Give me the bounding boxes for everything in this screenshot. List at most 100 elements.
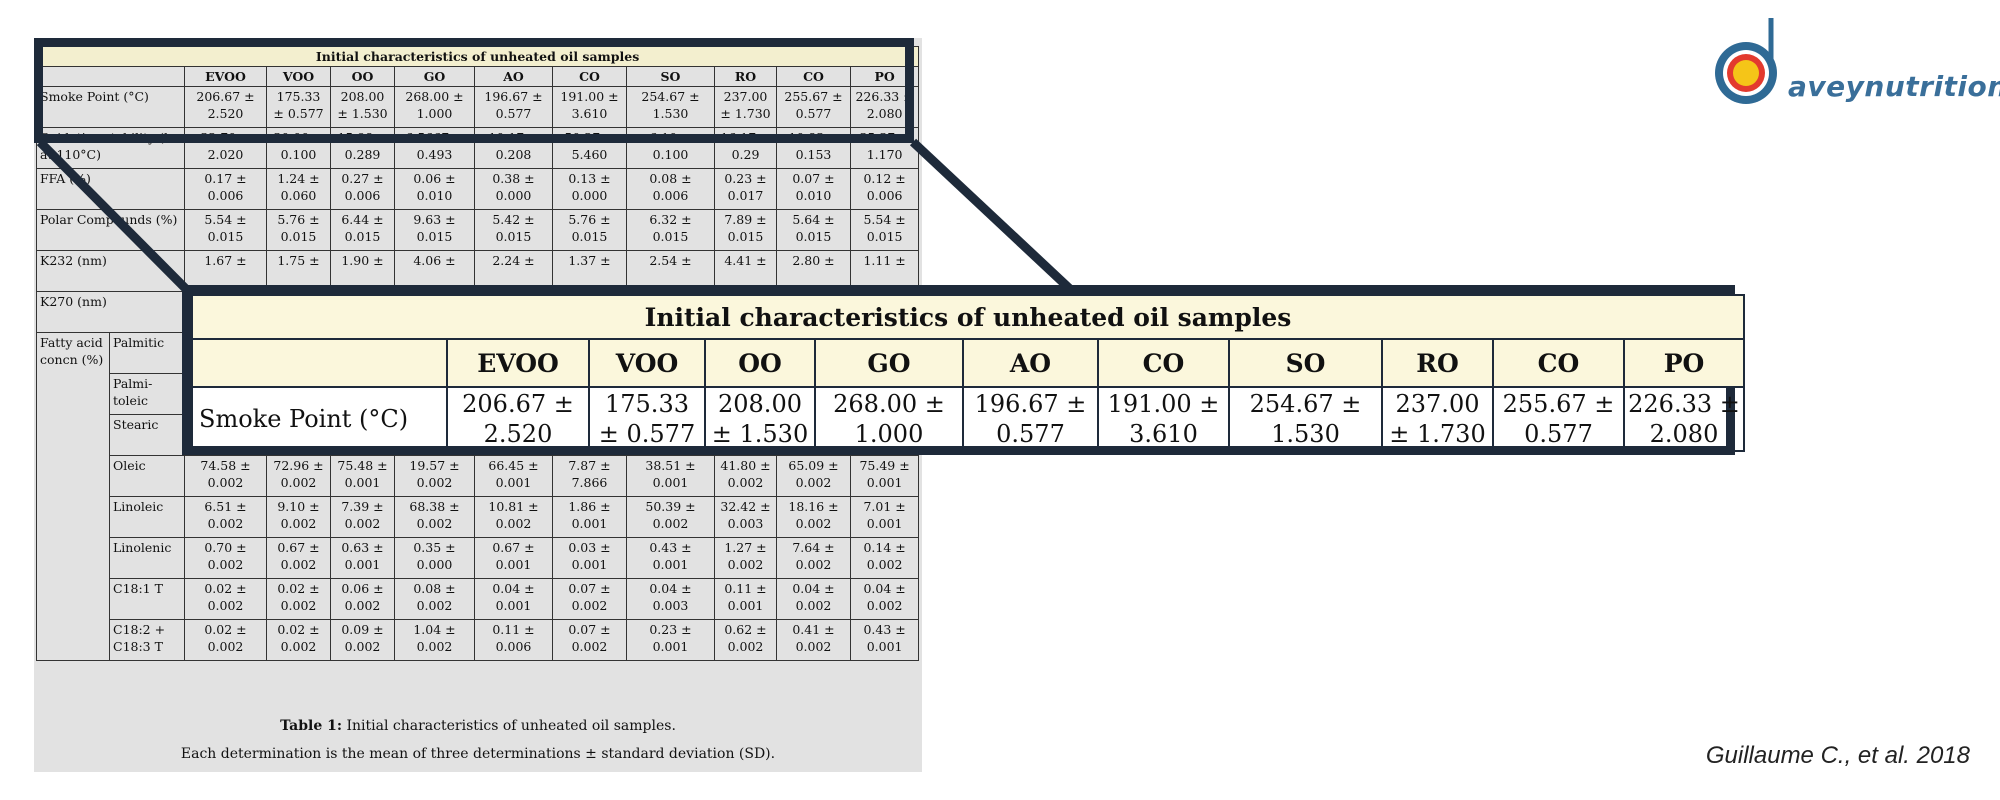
zoom-column-header: VOO [588, 338, 706, 388]
table-cell: 0.02 ± 0.002 [266, 578, 331, 620]
table-row: Linolenic 0.70 ± 0.002 0.67 ± 0.002 0.63 ± … [37, 537, 920, 579]
row-label: Stearic [109, 414, 185, 456]
table-cell: 41.80 ± 0.002 [714, 455, 777, 497]
zoom-column-header: CO [1492, 338, 1625, 388]
zoom-title: Initial characteristics of unheated oil … [191, 294, 1745, 340]
daveynutrition-logo [1715, 18, 1777, 104]
table-cell: 7.87 ± 7.866 [552, 455, 627, 497]
row-label: Polar Compounds (%) [36, 209, 185, 251]
table-cell: 6.32 ± 0.015 [626, 209, 715, 251]
table-cell: 0.43 ± 0.001 [849, 619, 920, 661]
table-cell: 196.67 ± 0.577 [474, 86, 553, 128]
table-cell: 72.96 ± 0.002 [266, 455, 331, 497]
header-blank [36, 66, 185, 87]
table-row: Oleic 74.58 ± 0.002 72.96 ± 0.002 75.48 ± 0… [37, 455, 920, 497]
table-cell: 7.01 ± 0.001 [849, 496, 920, 538]
table-cell: 0.41 ± 0.002 [776, 619, 851, 661]
table-header-row: EVOO VOO OO GO AO CO SO RO CO PO [36, 66, 920, 87]
table-cell: 0.14 ± 0.002 [849, 537, 920, 579]
table-cell: 5.64 ± 0.015 [776, 209, 851, 251]
row-label: Smoke Point (°C) [36, 86, 185, 128]
fatty-acid-group-label: Fatty acid concn (%) [36, 332, 110, 661]
table-cell: 5.76 ± 0.015 [552, 209, 627, 251]
zoom-column-header: CO [1097, 338, 1230, 388]
table-cell: 6.51 ± 0.002 [184, 496, 267, 538]
row-label: Palmitic [109, 332, 185, 374]
zoom-cell: 191.00 ± 3.610 [1097, 386, 1230, 452]
logo-wordmark: aveynutrition [1788, 70, 2000, 103]
row-label: Linoleic [109, 496, 185, 538]
table-cell: 5.54 ± 0.015 [849, 209, 920, 251]
table-cell: 1.24 ± 0.060 [266, 168, 331, 210]
zoom-cell: 226.33 ± 2.080 [1623, 386, 1745, 452]
row-label: K232 (nm) [36, 250, 185, 292]
table-cell: 1.27 ± 0.002 [714, 537, 777, 579]
table-cell: 0.07 ± 0.010 [776, 168, 851, 210]
table-cell: 75.48 ± 0.001 [330, 455, 395, 497]
table-cell: 5.42 ± 0.015 [474, 209, 553, 251]
table-cell: 66.45 ± 0.001 [474, 455, 553, 497]
table-cell: 191.00 ± 3.610 [552, 86, 627, 128]
table-cell: 0.07 ± 0.002 [552, 619, 627, 661]
table-cell: 0.07 ± 0.002 [552, 578, 627, 620]
table-cell: 226.33 ± 2.080 [849, 86, 920, 128]
zoomed-table-excerpt: Initial characteristics of unheated oil … [182, 285, 1745, 455]
table-cell: 7.64 ± 0.002 [776, 537, 851, 579]
table-cell: 0.11 ± 0.006 [474, 619, 553, 661]
column-header: AO [474, 66, 553, 87]
table-cell: 5.76 ± 0.015 [266, 209, 331, 251]
table-cell: 0.43 ± 0.001 [626, 537, 715, 579]
zoom-column-header: EVOO [446, 338, 590, 388]
table-cell: 254.67 ± 1.530 [626, 86, 715, 128]
table-cell: 0.04 ± 0.002 [776, 578, 851, 620]
zoom-cell: 175.33 ± 0.577 [588, 386, 706, 452]
column-header: PO [849, 66, 920, 87]
table-cell: 0.04 ± 0.003 [626, 578, 715, 620]
zoom-cell: 255.67 ± 0.577 [1492, 386, 1625, 452]
zoom-column-header: GO [814, 338, 964, 388]
table-cell: 0.02 ± 0.002 [184, 578, 267, 620]
table-cell: 9.63 ± 0.015 [394, 209, 475, 251]
table-footnote: Each determination is the mean of three … [180, 746, 776, 762]
table-row: FFA (%) 0.17 ± 0.006 1.24 ± 0.060 0.27 ± 0.… [36, 168, 920, 210]
zoom-column-header: AO [962, 338, 1099, 388]
table-cell: 38.51 ± 0.001 [626, 455, 715, 497]
table-cell: 0.08 ± 0.002 [394, 578, 475, 620]
row-label: C18:2 + C18:3 T [109, 619, 185, 661]
table-cell: 32.70 ± 2.020 [184, 127, 267, 169]
table-cell: 0.35 ± 0.000 [394, 537, 475, 579]
table-cell: 1.04 ± 0.002 [394, 619, 475, 661]
zoom-row-label: Smoke Point (°C) [191, 386, 448, 452]
table-cell: 10.17 ± 0.208 [474, 127, 553, 169]
zoom-cell: 237.00 ± 1.730 [1381, 386, 1494, 452]
table-row: Polar Compounds (%) 5.54 ± 0.015 5.76 ± 0.… [36, 209, 920, 251]
zoom-column-header: SO [1228, 338, 1383, 388]
table-cell: 0.63 ± 0.001 [330, 537, 395, 579]
zoom-column-header: OO [704, 338, 816, 388]
zoom-cell: 268.00 ± 1.000 [814, 386, 964, 452]
table-cell: 30.00 ± 0.100 [266, 127, 331, 169]
table-cell: 0.11 ± 0.001 [714, 578, 777, 620]
table-row: C18:2 + C18:3 T 0.02 ± 0.002 0.02 ± 0.002 0… [37, 619, 920, 661]
row-label: C18:1 T [109, 578, 185, 620]
row-label: Oxidative stability (h at 110°C) [36, 127, 185, 169]
table-cell: 0.04 ± 0.002 [849, 578, 920, 620]
row-label: K270 (nm) [36, 291, 185, 333]
table-cell: 16.17 ± 0.29 [714, 127, 777, 169]
table-cell: 0.03 ± 0.001 [552, 537, 627, 579]
table-cell: 0.38 ± 0.000 [474, 168, 553, 210]
table-cell: 208.00 ± 1.530 [330, 86, 395, 128]
column-header: VOO [266, 66, 331, 87]
table-row: Linoleic 6.51 ± 0.002 9.10 ± 0.002 7.39 ± 0… [37, 496, 920, 538]
table-cell: 18.16 ± 0.002 [776, 496, 851, 538]
table-cell: 9.10 ± 0.002 [266, 496, 331, 538]
column-header: OO [330, 66, 395, 87]
column-header: EVOO [184, 66, 267, 87]
table-title: Initial characteristics of unheated oil … [35, 46, 920, 67]
table-title-row: Initial characteristics of unheated oil … [35, 46, 920, 67]
table-cell: 0.08 ± 0.006 [626, 168, 715, 210]
zoom-cell: 254.67 ± 1.530 [1228, 386, 1383, 452]
table-cell: 0.04 ± 0.001 [474, 578, 553, 620]
table-cell: 7.89 ± 0.015 [714, 209, 777, 251]
table-cell: 35.37 ± 1.170 [849, 127, 920, 169]
